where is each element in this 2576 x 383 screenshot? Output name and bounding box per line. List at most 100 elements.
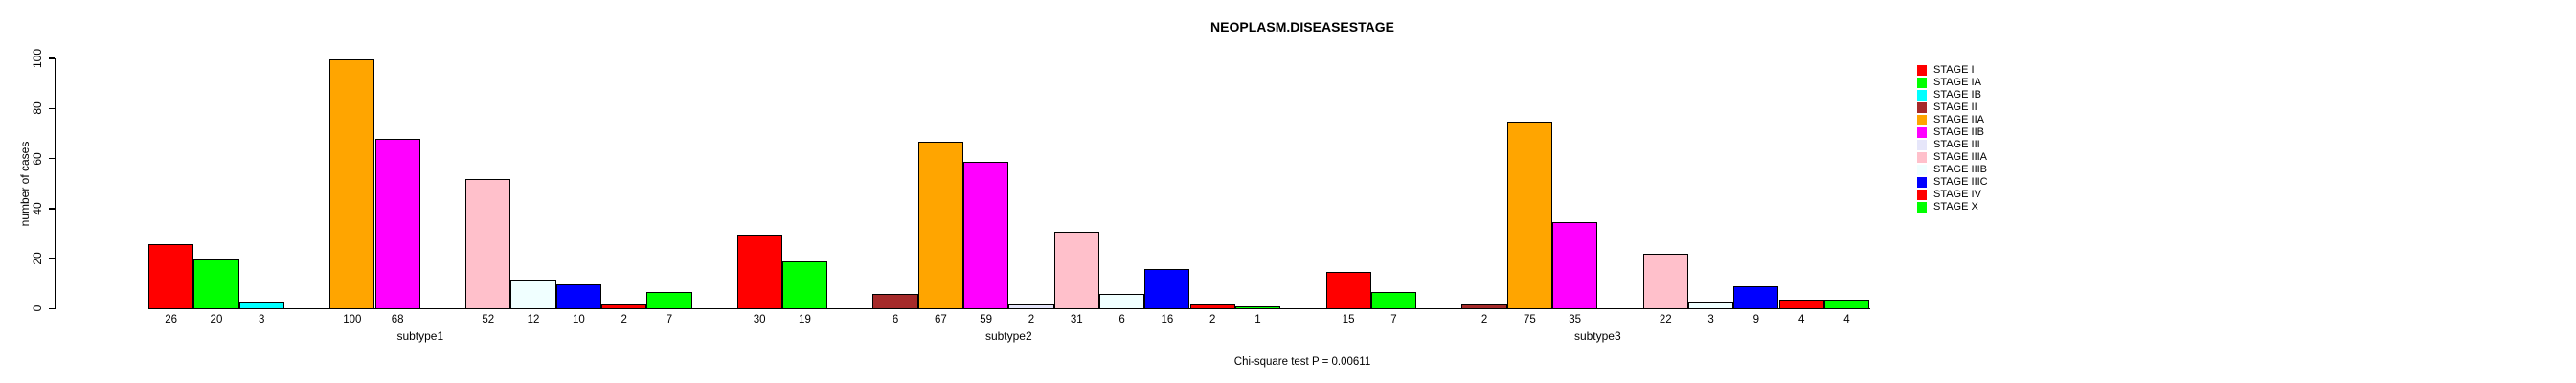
legend-swatch-stage-ii: [1916, 102, 1928, 113]
bar-stage-i-subtype3: [1325, 271, 1371, 309]
bar-stage-iv-subtype2: [1189, 304, 1235, 309]
bar-value-label: 6: [892, 313, 899, 326]
bar-value-label: 2: [1028, 313, 1035, 326]
legend-item-stage-iiic: STAGE IIIC: [1916, 176, 1988, 189]
bar-stage-iiic-subtype1: [555, 283, 601, 309]
bar-value-label: 9: [1752, 313, 1760, 326]
bar-stage-iiic-subtype2: [1144, 269, 1190, 309]
bar-value-label: 22: [1659, 313, 1672, 326]
y-tick-label: 80: [31, 101, 44, 115]
legend-swatch-stage-iv: [1916, 190, 1928, 200]
bar-stage-ii-subtype3: [1461, 304, 1507, 309]
x-category-label-subtype3: subtype3: [1573, 328, 1621, 343]
legend-label: STAGE IIIA: [1932, 151, 1988, 163]
legend-label: STAGE IIIB: [1932, 164, 1988, 175]
bar-value-label: 30: [753, 313, 766, 326]
bar-value-label: 12: [527, 313, 540, 326]
bar-value-label: 59: [980, 313, 993, 326]
bar-stage-iib-subtype1: [374, 139, 420, 309]
bar-value-label: 15: [1342, 313, 1355, 326]
bar-stage-iia-subtype3: [1506, 121, 1552, 309]
chart-title: NEOPLASM.DISEASESTAGE: [1210, 19, 1394, 34]
y-tick-label: 0: [31, 305, 44, 312]
bar-value-label: 10: [572, 313, 585, 326]
bar-stage-iib-subtype2: [963, 161, 1009, 309]
legend-item-stage-iiib: STAGE IIIB: [1916, 164, 1988, 176]
legend-swatch-stage-iib: [1916, 127, 1928, 138]
legend-item-stage-iib: STAGE IIB: [1916, 126, 1984, 139]
legend-label: STAGE IB: [1932, 89, 1981, 101]
y-tick-label: 60: [31, 151, 44, 166]
bar-value-label: 7: [1390, 313, 1397, 326]
y-tick: [49, 258, 55, 259]
y-tick: [49, 307, 55, 310]
legend-swatch-stage-i: [1916, 65, 1928, 76]
bar-stage-ia-subtype3: [1370, 291, 1417, 309]
y-tick-label: 40: [31, 202, 44, 215]
bar-value-label: 2: [621, 313, 627, 326]
y-tick: [49, 157, 55, 160]
bar-stage-i-subtype1: [148, 244, 194, 309]
bar-stage-iiib-subtype1: [510, 279, 556, 309]
bar-stage-i-subtype2: [736, 234, 782, 309]
bar-stage-iii-subtype2: [1008, 304, 1054, 309]
x-category-label-subtype2: subtype2: [984, 328, 1032, 343]
legend-swatch-stage-x: [1916, 202, 1928, 213]
legend-item-stage-i: STAGE I: [1916, 64, 1975, 77]
bar-stage-iiia-subtype3: [1642, 254, 1688, 309]
legend-swatch-stage-iiia: [1916, 152, 1928, 163]
bar-value-label: 20: [210, 313, 223, 326]
legend-item-stage-x: STAGE X: [1916, 201, 1978, 214]
legend-label: STAGE X: [1932, 201, 1978, 213]
bar-value-label: 16: [1161, 313, 1174, 326]
bar-stage-ia-subtype2: [781, 261, 828, 309]
y-axis-label: number of cases: [18, 141, 32, 227]
legend-swatch-stage-iiic: [1916, 177, 1928, 188]
y-tick: [49, 57, 55, 59]
legend-label: STAGE II: [1932, 101, 1977, 113]
bar-value-label: 3: [259, 313, 265, 326]
bar-value-label: 7: [666, 313, 673, 326]
y-tick-label: 100: [31, 48, 44, 69]
y-tick: [49, 107, 55, 109]
bar-stage-iiib-subtype2: [1098, 294, 1145, 309]
bar-value-label: 100: [343, 313, 362, 326]
bar-value-label: 52: [482, 313, 495, 326]
legend-swatch-stage-iiib: [1916, 165, 1928, 175]
legend-item-stage-ia: STAGE IA: [1916, 77, 1981, 89]
bar-value-label: 4: [1797, 313, 1805, 326]
bar-stage-iia-subtype2: [917, 141, 963, 309]
x-category-label-subtype1: subtype1: [396, 328, 444, 343]
legend-item-stage-iv: STAGE IV: [1916, 189, 1981, 201]
legend-item-stage-iii: STAGE III: [1916, 139, 1980, 151]
bar-value-label: 26: [165, 313, 178, 326]
legend-label: STAGE III: [1932, 139, 1980, 150]
bar-stage-iiib-subtype3: [1687, 302, 1734, 309]
y-tick-label: 20: [31, 252, 44, 265]
legend-item-stage-ib: STAGE IB: [1916, 89, 1981, 101]
legend-label: STAGE IV: [1932, 189, 1981, 200]
legend-swatch-stage-iii: [1916, 140, 1928, 150]
footer-note: Chi-square test P = 0.00611: [1233, 356, 1371, 368]
legend-item-stage-iia: STAGE IIA: [1916, 114, 1984, 126]
bar-value-label: 35: [1569, 313, 1582, 326]
bar-stage-ii-subtype2: [872, 294, 918, 309]
legend-item-stage-iiia: STAGE IIIA: [1916, 151, 1988, 164]
bar-value-label: 75: [1523, 313, 1536, 326]
bar-value-label: 2: [1209, 313, 1216, 326]
bar-stage-iiia-subtype1: [465, 179, 511, 309]
bar-stage-x-subtype1: [646, 291, 692, 309]
bar-stage-iv-subtype3: [1778, 299, 1824, 309]
legend-label: STAGE IA: [1932, 77, 1981, 88]
bar-stage-ib-subtype1: [238, 302, 284, 309]
legend-item-stage-ii: STAGE II: [1916, 101, 1977, 114]
bar-value-label: 1: [1254, 313, 1261, 326]
legend-swatch-stage-ia: [1916, 78, 1928, 88]
bar-value-label: 4: [1843, 313, 1850, 326]
legend-label: STAGE IIB: [1932, 126, 1984, 138]
bar-stage-x-subtype2: [1234, 306, 1281, 309]
bar-stage-iiia-subtype2: [1053, 231, 1099, 309]
bar-stage-iiic-subtype3: [1733, 286, 1779, 309]
bar-stage-iia-subtype1: [329, 58, 375, 309]
